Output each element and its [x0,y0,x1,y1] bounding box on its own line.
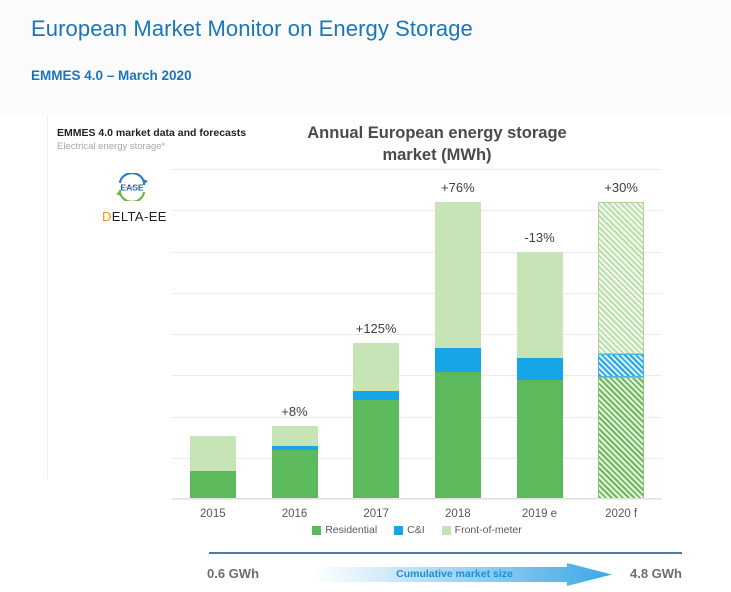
bar-segment-c-i [516,357,563,381]
legend-swatch-icon [441,525,451,535]
gridline [172,169,662,170]
legend-item-residential[interactable]: Residential [312,524,377,536]
bar-segment-residential [353,400,400,499]
chart-title: Annual European energy storage market (M… [307,124,567,164]
page-header: European Market Monitor on Energy Storag… [0,0,731,115]
delta-ee-logo-accent: D [102,209,112,224]
bar-segment-residential [516,380,563,499]
x-tick-2019-e: 2019 e [521,508,558,520]
chart-legend: Residential C&I Front-of-meter [172,524,662,536]
page-subtitle: EMMES 4.0 – March 2020 [31,68,192,83]
x-tick-2015: 2015 [200,508,226,520]
bar-segment-front-of-meter [434,202,481,349]
chart-plot-area: 2015 +8% 2016 +125% 2017 +76% 2018 -13% 2019 e +3… [172,169,662,520]
x-tick-2017: 2017 [363,508,389,520]
ease-logo-icon: EASE [112,172,152,203]
bar-2020-f[interactable]: +30% 2020 f [598,180,645,520]
growth-label-2018: +76% [441,180,475,195]
gridline [172,499,662,500]
bar-segment-c-i [353,390,400,400]
bar-segment-residential [271,449,318,499]
x-tick-2020-f: 2020 f [605,508,638,520]
legend-swatch-icon [312,525,322,535]
bar-2016[interactable]: +8% 2016 [271,404,318,520]
chart-card: EMMES 4.0 market data and forecasts Elec… [47,115,731,586]
bar-2015[interactable]: 2015 [189,436,236,520]
bar-segment-front-of-meter [189,436,236,471]
x-axis-line [172,498,662,499]
bar-segment-front-of-meter [353,342,400,391]
page-title: European Market Monitor on Energy Storag… [31,16,473,41]
cumulative-end-value: 4.8 GWh [629,566,682,581]
bar-segment-c-i [598,353,645,377]
legend-label: C&I [407,524,425,536]
bar-segment-residential [189,470,236,499]
delta-ee-logo-text: ELTA-EE [111,209,167,224]
gridline [172,251,662,253]
bar-segment-front-of-meter [598,202,645,354]
bar-2018[interactable]: +76% 2018 [434,180,481,520]
bar-segment-c-i [434,348,481,372]
bar-segment-c-i [271,445,318,450]
legend-item-front-of-meter[interactable]: Front-of-meter [441,524,522,536]
cumulative-arrow-label: Cumulative market size [396,568,513,580]
x-tick-2018: 2018 [445,508,471,520]
cumulative-divider [209,552,682,554]
bar-2017[interactable]: +125% 2017 [353,321,400,520]
cumulative-start-value: 0.6 GWh [207,566,260,581]
growth-label-2017: +125% [355,320,397,336]
source-subtitle: Electrical energy storage* [57,141,166,152]
gridline [172,457,662,459]
x-tick-2016: 2016 [281,508,308,520]
bar-2019-e[interactable]: -13% 2019 e [516,230,563,520]
gridline [172,210,662,212]
growth-label-2019-e: -13% [524,229,555,245]
gridline [172,416,662,418]
cumulative-footer: 0.6 GWh Cumulative market size 4.8 GWh [162,552,682,592]
gridline [172,375,662,377]
bar-segment-residential [434,371,481,499]
delta-ee-logo: DELTA-EE [102,209,167,224]
card-left-divider [47,115,48,479]
gridline [172,292,662,294]
legend-swatch-icon [394,525,404,535]
source-title: EMMES 4.0 market data and forecasts [57,127,247,139]
bar-segment-front-of-meter [271,426,318,446]
bar-segment-front-of-meter [516,251,563,358]
bar-segment-residential [598,376,645,499]
legend-label: Front-of-meter [454,524,522,536]
growth-label-2020-f: +30% [604,180,638,195]
legend-item-c-i[interactable]: C&I [394,524,425,536]
growth-label-2016: +8% [281,404,308,420]
legend-label: Residential [325,524,378,536]
gridline [172,334,662,335]
